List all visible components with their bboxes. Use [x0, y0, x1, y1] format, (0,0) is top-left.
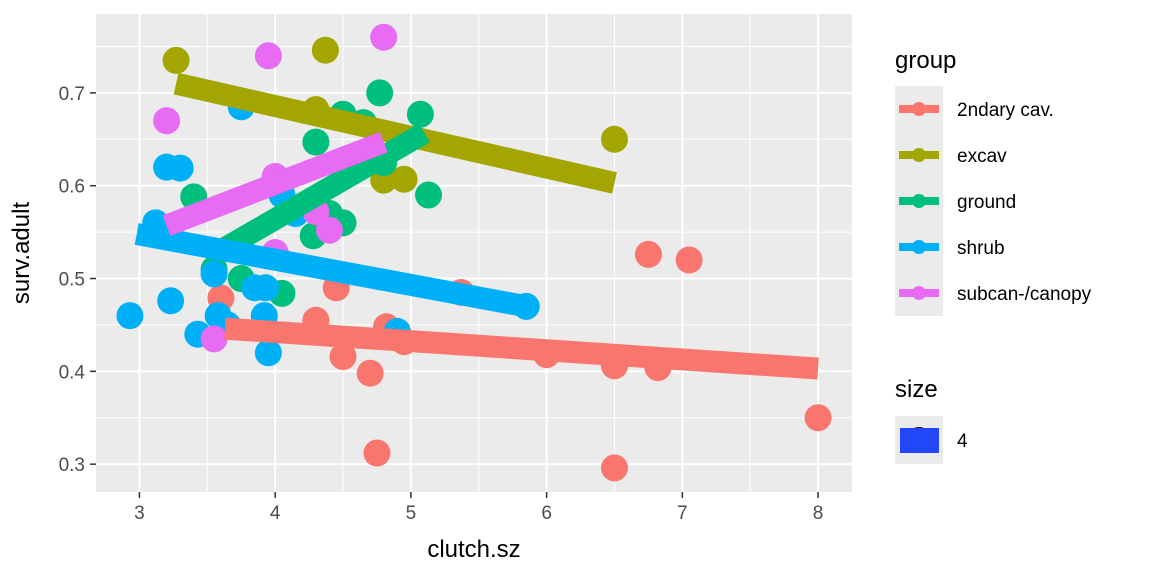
fit-line-1 [173, 72, 617, 194]
y-axis-title: surv.adult [8, 202, 35, 305]
legend-size-label: 4 [957, 431, 968, 452]
legend-group-keys: 2ndary cav. excav ground shrub subcan-/canop… [895, 86, 1092, 316]
data-point-2 [366, 79, 394, 107]
fit-lines [134, 72, 819, 380]
y-axis: 0.3 0.4 0.5 0.6 0.7 [59, 84, 96, 476]
legend-key-point [912, 102, 926, 116]
data-point-0 [675, 246, 703, 274]
data-point-1 [311, 36, 339, 64]
data-point-2 [415, 181, 443, 209]
data-point-4 [315, 216, 343, 244]
x-axis-title: clutch.sz [427, 536, 520, 563]
y-tick-label: 0.6 [59, 177, 85, 198]
x-tick-label: 6 [541, 503, 552, 524]
data-point-3 [116, 302, 144, 330]
data-point-3 [157, 287, 185, 315]
data-point-0 [804, 404, 832, 432]
x-tick-label: 4 [270, 503, 281, 524]
legend: group 2ndary cav. excav ground shrub subcan-… [895, 47, 1092, 464]
data-point-4 [153, 107, 181, 135]
data-point-3 [166, 154, 194, 182]
data-point-0 [356, 359, 384, 387]
x-tick-label: 7 [677, 503, 688, 524]
data-point-0 [600, 454, 628, 482]
data-point-1 [390, 165, 418, 193]
data-point-3 [254, 339, 282, 367]
legend-label: shrub [957, 238, 1005, 259]
data-point-4 [254, 42, 282, 70]
data-point-1 [162, 46, 190, 74]
data-point-2 [406, 100, 434, 128]
fit-line-3 [134, 223, 529, 318]
y-tick-label: 0.5 [59, 270, 85, 291]
y-tick-label: 0.3 [59, 455, 85, 476]
y-tick-label: 0.4 [59, 362, 86, 383]
fit-line-2 [208, 123, 430, 264]
legend-label: 2ndary cav. [957, 100, 1054, 121]
x-tick-label: 3 [134, 503, 145, 524]
legend-label: subcan-/canopy [957, 284, 1092, 305]
legend-label: excav [957, 146, 1007, 167]
legend-key-point [912, 194, 926, 208]
data-point-0 [329, 342, 357, 370]
data-point-3 [252, 274, 280, 302]
x-tick-label: 5 [406, 503, 417, 524]
x-axis: 3 4 5 6 7 8 [134, 492, 823, 524]
legend-size-key-swatch [900, 428, 939, 453]
legend-size-title: size [895, 376, 938, 403]
fit-line-0 [224, 317, 819, 380]
legend-key-point [912, 148, 926, 162]
data-point-2 [302, 128, 330, 156]
data-point-3 [200, 260, 228, 288]
data-point-0 [634, 240, 662, 268]
legend-key-point [912, 286, 926, 300]
data-point-0 [363, 439, 391, 467]
data-point-4 [200, 325, 228, 353]
y-tick-label: 0.7 [59, 84, 85, 105]
data-point-4 [370, 23, 398, 51]
data-point-1 [600, 125, 628, 153]
fit-line-4 [162, 131, 388, 236]
legend-group-title: group [895, 47, 956, 74]
legend-label: ground [957, 192, 1016, 213]
x-tick-label: 8 [813, 503, 824, 524]
legend-key-point [912, 240, 926, 254]
